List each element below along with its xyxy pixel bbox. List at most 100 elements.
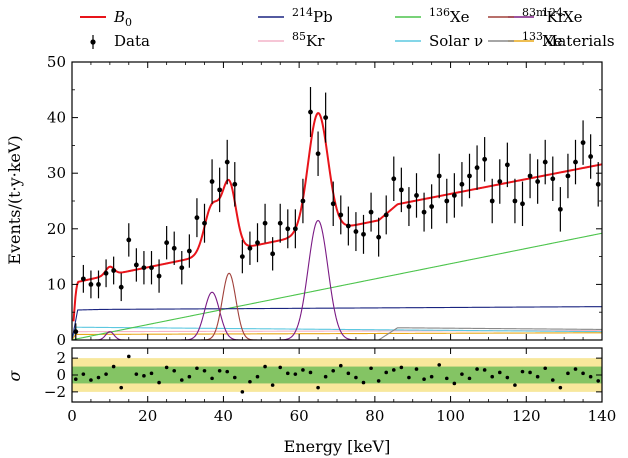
x-tick-label: 20	[138, 407, 157, 425]
legend-entry-Xe136: 136Xe	[395, 6, 470, 26]
data-marker	[497, 179, 503, 184]
data-marker	[557, 206, 563, 212]
data-point	[542, 139, 548, 185]
y-tick-label: 20	[47, 220, 66, 238]
data-marker	[217, 187, 223, 193]
data-point	[88, 270, 94, 299]
residual-panel: 20−20 20 40 60 80 100 120 140	[44, 347, 616, 425]
data-marker	[315, 151, 321, 157]
curve-Xe136	[72, 232, 602, 340]
data-point	[323, 92, 329, 143]
data-point	[232, 162, 238, 207]
data-marker	[80, 276, 86, 282]
data-point	[436, 153, 442, 199]
data-point	[535, 159, 541, 204]
curve-Xe133	[72, 327, 602, 340]
residual-point	[210, 376, 214, 381]
data-point	[391, 156, 397, 201]
residual-point	[240, 390, 245, 394]
legend-label: B0	[113, 8, 132, 29]
data-marker	[96, 282, 101, 287]
data-marker	[482, 156, 488, 162]
data-point	[444, 178, 450, 224]
data-point	[512, 178, 518, 224]
residual-point	[505, 375, 510, 380]
data-point	[292, 209, 298, 249]
data-point	[111, 256, 117, 285]
data-marker	[520, 201, 525, 207]
data-point	[194, 198, 200, 238]
data-point	[398, 167, 404, 213]
data-marker	[391, 176, 397, 182]
residual-point	[543, 366, 548, 371]
data-marker	[292, 226, 298, 232]
residual-point	[89, 378, 93, 382]
y-tick-label: 50	[47, 53, 66, 71]
curve-Xe124	[72, 219, 602, 340]
data-point	[277, 203, 283, 243]
residual-point	[535, 374, 540, 379]
data-marker	[345, 223, 351, 229]
data-point	[421, 192, 427, 232]
data-point	[588, 134, 594, 179]
data-point	[353, 212, 359, 252]
resid-tick-label: 0	[56, 366, 66, 384]
data-marker	[164, 240, 170, 246]
axis-labels: Energy [keV] Events/(t·y·keV) σ	[5, 135, 390, 456]
residual-point	[391, 368, 396, 372]
data-point	[80, 264, 86, 293]
data-marker	[535, 179, 541, 184]
legend-label: 214Pb	[292, 6, 333, 26]
data-marker	[88, 282, 94, 287]
x-tick-label: 40	[214, 407, 233, 425]
residual-point	[81, 372, 86, 376]
residual-point	[323, 374, 328, 379]
data-marker	[239, 254, 245, 259]
data-marker	[247, 245, 253, 251]
data-point	[580, 120, 586, 165]
data-points	[73, 87, 601, 340]
data-marker	[489, 198, 495, 204]
data-point	[550, 156, 556, 201]
data-point	[315, 131, 321, 176]
residual-point	[255, 374, 260, 379]
residual-point	[460, 372, 464, 376]
data-marker	[179, 265, 185, 271]
data-point	[118, 273, 124, 302]
data-marker	[262, 220, 268, 226]
data-marker	[565, 173, 571, 179]
data-point	[489, 178, 495, 224]
residual-point	[164, 365, 169, 370]
residual-point	[301, 368, 305, 372]
residual-point	[414, 367, 419, 371]
legend-entry-solar: Solar ν	[395, 32, 483, 50]
residual-point	[217, 368, 222, 373]
residual-point	[285, 371, 290, 376]
y-tick-label: 0	[56, 331, 66, 349]
residual-point	[104, 372, 108, 376]
legend-entry-Kr85: 85Kr	[258, 30, 325, 50]
data-marker	[209, 179, 215, 184]
data-point	[406, 187, 412, 227]
data-point	[262, 203, 268, 243]
residual-point	[452, 381, 457, 386]
data-marker	[398, 187, 404, 193]
residual-point	[361, 380, 366, 385]
x-axis-label: Energy [keV]	[284, 437, 391, 456]
residual-point	[126, 354, 131, 359]
data-marker	[527, 173, 533, 179]
data-point	[255, 223, 260, 263]
data-point	[497, 159, 503, 204]
data-marker	[436, 173, 442, 179]
data-marker	[595, 181, 601, 187]
residual-point	[225, 369, 230, 374]
data-marker	[126, 237, 132, 243]
residual-point	[308, 370, 313, 375]
data-marker	[73, 329, 79, 335]
data-point	[368, 192, 374, 232]
residual-point	[429, 374, 434, 379]
data-marker	[406, 204, 412, 209]
residual-point	[338, 363, 343, 368]
data-marker	[451, 193, 457, 198]
data-marker	[414, 193, 419, 198]
